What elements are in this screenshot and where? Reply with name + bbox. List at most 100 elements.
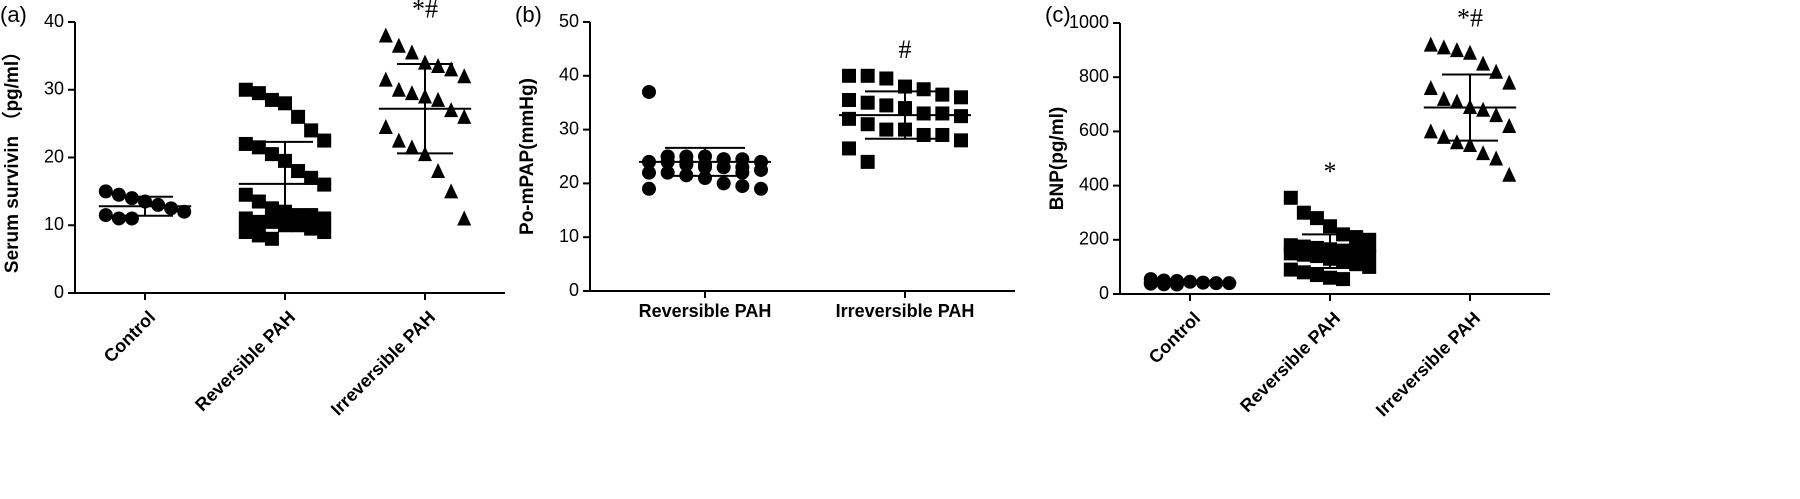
x-tick-label: Control (100, 307, 159, 366)
panel-label: (b) (515, 2, 542, 27)
data-point (716, 152, 731, 167)
data-point (238, 136, 253, 151)
annotation: *# (412, 0, 438, 24)
annotation: *# (1457, 4, 1483, 33)
data-point (1309, 268, 1324, 283)
data-point (124, 211, 139, 226)
y-tick-label: 0 (569, 280, 579, 300)
data-point (151, 197, 166, 212)
data-point (124, 191, 139, 206)
data-point (431, 163, 446, 179)
y-tick-label: 200 (1079, 229, 1109, 249)
data-point (238, 82, 253, 97)
y-tick-label: 30 (559, 118, 579, 138)
data-point (1362, 259, 1377, 274)
data-point (291, 109, 306, 124)
y-tick-label: 10 (559, 226, 579, 246)
data-point (457, 210, 472, 226)
data-point (418, 54, 432, 70)
y-tick-label: 20 (559, 172, 579, 192)
data-point (1489, 150, 1504, 166)
data-point (264, 147, 279, 162)
data-point (1463, 136, 1477, 152)
data-point (1362, 232, 1377, 247)
data-point (1323, 270, 1337, 285)
data-point (1476, 145, 1491, 161)
data-point (1449, 42, 1464, 58)
y-tick-label: 1000 (1069, 12, 1109, 32)
data-point (842, 68, 856, 83)
data-point (1449, 93, 1464, 109)
data-point (1283, 190, 1298, 205)
data-point (378, 27, 393, 43)
data-point (444, 61, 459, 77)
data-point (1423, 36, 1438, 52)
data-point (278, 96, 292, 111)
data-point (1309, 211, 1324, 226)
data-point (431, 91, 446, 107)
data-point (1336, 254, 1351, 269)
data-point (1502, 166, 1517, 182)
data-point (898, 79, 912, 94)
y-axis-title: Serum survivin （pg/ml） (0, 42, 23, 273)
data-point (1463, 44, 1477, 60)
data-point (98, 184, 113, 199)
y-tick-label: 10 (44, 214, 64, 234)
y-tick-label: 40 (559, 65, 579, 85)
data-point (860, 117, 875, 132)
data-point (660, 165, 675, 180)
data-point (238, 187, 253, 202)
panel-label: (a) (0, 2, 27, 27)
data-point (642, 165, 656, 180)
data-point (1349, 257, 1364, 272)
data-point (251, 140, 266, 155)
data-point (238, 211, 253, 226)
data-point (291, 164, 306, 179)
data-point (317, 225, 332, 240)
data-point (1489, 107, 1504, 123)
data-point (916, 106, 931, 121)
data-point (642, 181, 656, 196)
data-point (304, 170, 319, 185)
data-point (177, 204, 192, 219)
data-point (391, 37, 406, 53)
data-point (304, 221, 319, 236)
y-tick-label: 800 (1079, 66, 1109, 86)
data-point (264, 231, 279, 246)
y-tick-label: 0 (54, 282, 64, 302)
y-tick-label: 0 (1099, 283, 1109, 303)
y-tick-label: 30 (44, 79, 64, 99)
data-point (1309, 249, 1324, 264)
data-point (954, 90, 968, 105)
data-point (860, 95, 875, 110)
data-point (935, 127, 950, 142)
data-point (735, 165, 750, 180)
data-point (111, 211, 126, 226)
x-tick-label: Reversible PAH (191, 307, 299, 415)
data-point (935, 106, 950, 121)
x-tick-label: Irreversible PAH (1372, 308, 1484, 420)
annotation: # (899, 35, 912, 64)
y-tick-label: 600 (1079, 120, 1109, 140)
data-point (716, 176, 731, 191)
data-point (754, 162, 768, 177)
data-point (842, 141, 856, 156)
data-point (1476, 55, 1491, 71)
data-point (304, 123, 319, 138)
data-point (842, 111, 856, 126)
data-point (317, 133, 332, 148)
data-point (1476, 101, 1491, 117)
data-point (935, 87, 950, 102)
x-tick-label: Irreversible PAH (327, 307, 439, 419)
data-point (916, 82, 931, 97)
data-point (251, 86, 266, 101)
data-point (251, 194, 266, 209)
data-point (238, 225, 253, 240)
y-tick-label: 400 (1079, 174, 1109, 194)
x-tick-label: Irreversible PAH (836, 301, 975, 321)
y-axis-title: Po-mPAP(mmHg) (517, 78, 538, 235)
data-point (954, 109, 968, 124)
data-point (879, 71, 894, 86)
data-point (754, 181, 768, 196)
data-point (1423, 80, 1438, 96)
